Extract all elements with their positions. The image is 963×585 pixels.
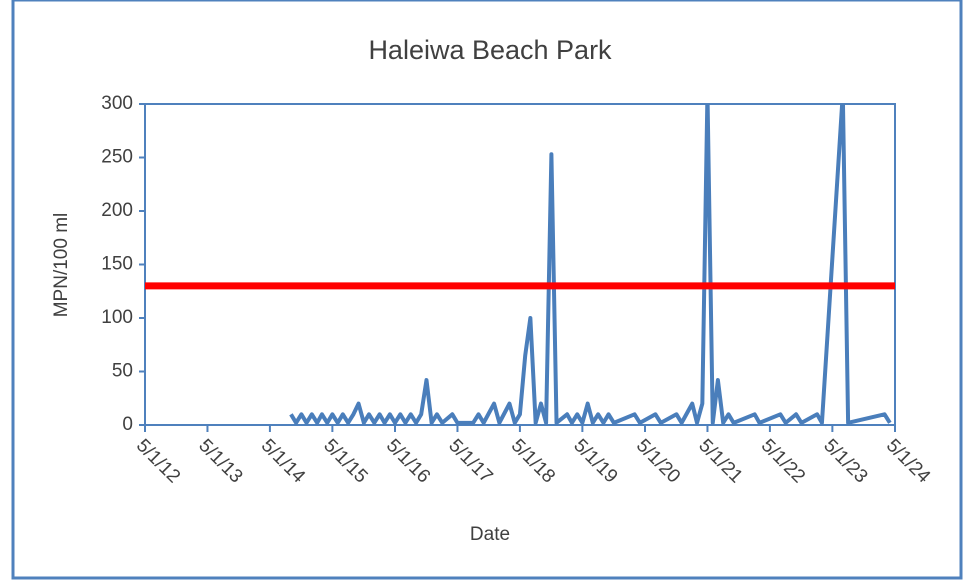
y-tick-label: 50 (112, 361, 133, 382)
chart-title: Haleiwa Beach Park (368, 35, 612, 65)
y-tick-label: 100 (101, 307, 133, 328)
y-tick-label: 200 (101, 200, 133, 221)
y-axis-title: MPN/100 ml (51, 213, 72, 318)
y-tick-label: 0 (122, 414, 133, 435)
x-axis-title: Date (470, 524, 510, 545)
y-tick-label: 300 (101, 93, 133, 114)
y-tick-label: 250 (101, 147, 133, 168)
y-tick-label: 150 (101, 254, 133, 275)
data-line (289, 104, 892, 425)
